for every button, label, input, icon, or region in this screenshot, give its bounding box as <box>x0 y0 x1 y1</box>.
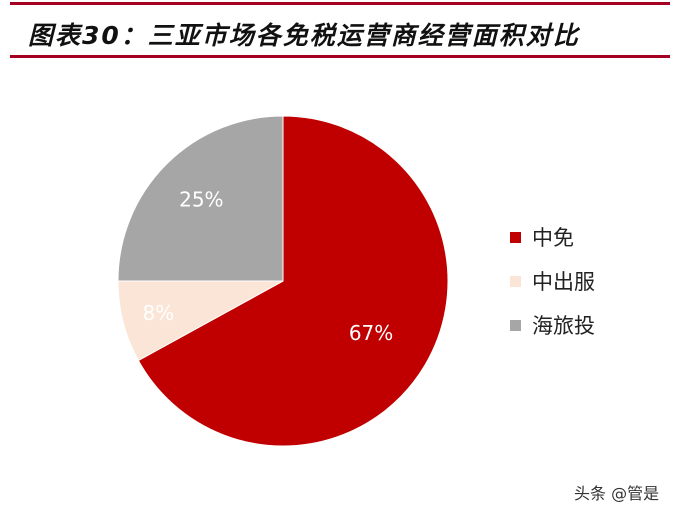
legend-swatch <box>510 319 521 331</box>
legend-label: 中免 <box>532 226 574 250</box>
pie-slice-中免 <box>137 115 449 447</box>
legend-label: 中出服 <box>532 270 595 294</box>
top-rule <box>10 2 670 5</box>
legend-label: 海旅投 <box>532 314 595 338</box>
data-label: 25% <box>179 187 223 211</box>
chart-title: 图表30：三亚市场各免税运营商经营面积对比 <box>28 21 580 50</box>
data-label: 67% <box>349 321 393 345</box>
legend-item: 海旅投 <box>510 303 595 347</box>
legend-swatch <box>510 231 521 243</box>
pie-slice-海旅投 <box>117 115 284 282</box>
data-label: 8% <box>142 301 174 325</box>
legend-swatch <box>510 275 521 287</box>
bottom-rule <box>10 55 670 58</box>
legend-item: 中出服 <box>510 259 595 303</box>
legend-item: 中免 <box>510 215 595 259</box>
watermark: 头条 @管是 <box>574 484 660 503</box>
legend: 中免 中出服 海旅投 <box>510 215 595 347</box>
